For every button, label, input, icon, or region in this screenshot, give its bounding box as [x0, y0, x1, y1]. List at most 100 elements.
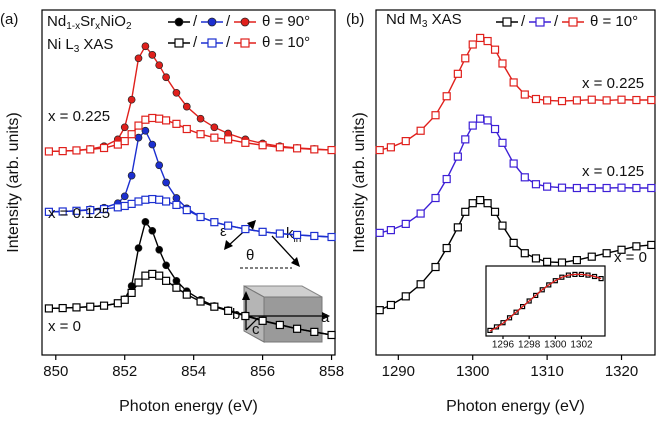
marker: [196, 130, 205, 139]
marker: [134, 133, 143, 142]
marker: [461, 207, 470, 216]
marker: [468, 40, 477, 49]
marker: [99, 143, 109, 153]
marker: [224, 221, 233, 230]
panel-label: (a): [0, 11, 18, 28]
marker: [120, 295, 129, 304]
marker: [468, 121, 477, 130]
k-sub: in: [294, 234, 302, 245]
marker: [461, 135, 470, 144]
marker: [453, 69, 462, 78]
x-tick-label: 1302: [570, 340, 593, 351]
doping-label: x = 0.225: [582, 75, 644, 92]
marker: [557, 258, 567, 267]
x-axis-label: Photon energy (eV): [119, 398, 258, 415]
marker: [557, 96, 567, 106]
marker: [292, 324, 302, 333]
x-tick-label: 854: [181, 363, 206, 380]
marker: [483, 36, 492, 46]
marker: [310, 231, 319, 241]
x-tick-label: 850: [43, 363, 68, 380]
curve: [489, 273, 602, 332]
marker: [327, 145, 336, 155]
legend-marker: [174, 17, 184, 27]
marker: [416, 280, 425, 289]
marker: [543, 257, 552, 266]
marker: [86, 302, 95, 311]
marker: [498, 59, 507, 68]
marker: [148, 226, 157, 235]
legend-separator: /: [554, 13, 559, 30]
marker: [617, 183, 626, 192]
marker: [292, 144, 302, 153]
marker: [543, 182, 552, 191]
diagram-label: b: [232, 306, 240, 323]
marker: [182, 206, 191, 215]
marker: [113, 140, 122, 149]
marker: [58, 207, 67, 216]
marker: [375, 306, 384, 315]
marker: [196, 114, 205, 123]
marker: [453, 152, 462, 161]
marker: [543, 96, 552, 105]
x-tick-label: 1300: [544, 340, 567, 351]
marker: [172, 119, 181, 128]
marker: [241, 311, 250, 321]
marker: [241, 138, 250, 147]
x-tick-label: 1298: [518, 340, 541, 351]
marker: [120, 137, 129, 146]
sample-formula: Nd1-xSrxNiO2: [47, 13, 132, 32]
marker: [632, 95, 641, 105]
marker: [127, 288, 136, 297]
edge-part: Nd M: [386, 11, 422, 28]
marker: [442, 92, 451, 101]
marker: [134, 197, 143, 206]
arrowhead: [291, 257, 300, 267]
marker: [587, 95, 596, 104]
diagram-label: c: [252, 321, 260, 338]
marker: [127, 199, 136, 208]
marker: [531, 180, 541, 189]
marker: [182, 124, 191, 134]
marker: [468, 199, 477, 208]
marker: [632, 242, 641, 251]
marker: [647, 240, 656, 250]
marker: [72, 206, 81, 215]
diagram-label: θ: [246, 247, 254, 264]
marker: [148, 194, 157, 204]
plot-frame: [41, 9, 336, 356]
marker: [127, 130, 136, 139]
marker: [99, 204, 109, 214]
marker: [431, 111, 440, 120]
marker: [602, 183, 611, 193]
marker: [617, 95, 626, 104]
formula-sub: x: [95, 21, 100, 32]
marker: [520, 90, 529, 99]
marker: [509, 238, 518, 247]
marker: [58, 303, 67, 313]
marker: [531, 254, 541, 263]
marker: [148, 50, 157, 59]
marker: [148, 113, 157, 123]
marker: [310, 145, 319, 154]
legend-label: θ = 10°: [262, 34, 310, 51]
formula-part: Sr: [80, 13, 95, 30]
marker: [58, 147, 67, 156]
marker: [498, 221, 507, 230]
marker: [572, 96, 581, 105]
marker: [172, 276, 181, 285]
legend-separator: /: [193, 13, 198, 30]
marker: [416, 209, 425, 218]
formula-part: NiO: [100, 13, 126, 30]
marker: [224, 306, 233, 315]
marker: [520, 249, 529, 258]
x-axis-label: Photon energy (eV): [446, 398, 585, 415]
legend-separator: /: [226, 34, 231, 51]
diagram-label: kin: [286, 225, 301, 245]
x-tick-label: 852: [112, 363, 137, 380]
marker: [113, 299, 122, 308]
marker: [310, 327, 319, 336]
edge-label: Ni L3 XAS: [47, 36, 113, 55]
marker: [162, 178, 170, 187]
